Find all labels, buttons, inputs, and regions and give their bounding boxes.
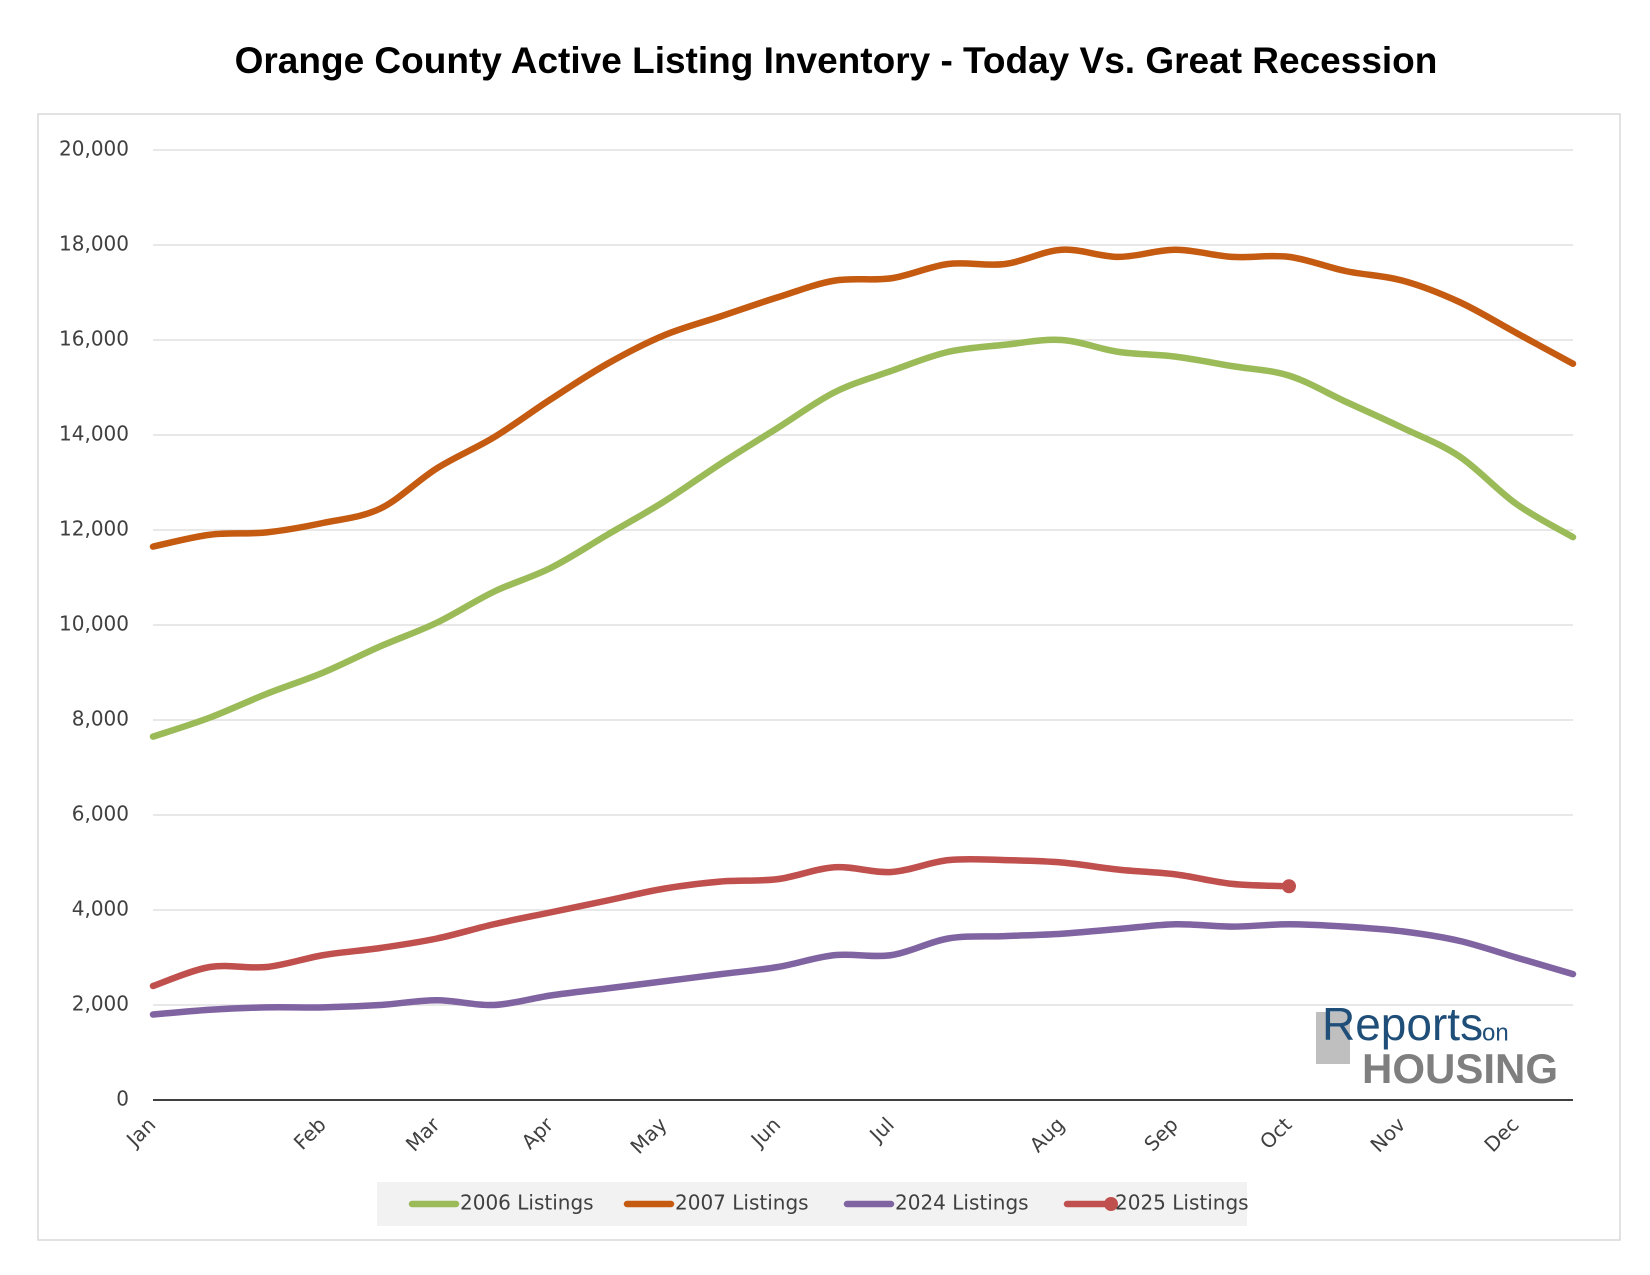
legend-label: 2007 Listings [675,1191,809,1215]
y-tick-label: 2,000 [72,992,129,1016]
end-marker [1282,879,1296,894]
chart-title: Orange County Active Listing Inventory -… [235,40,1438,81]
series-line [149,855,1293,990]
legend-label: 2006 Listings [460,1191,594,1215]
y-tick-label: 6,000 [72,802,129,826]
y-tick-label: 8,000 [72,707,129,731]
series-line [149,336,1577,740]
legend: 2006 Listings 2007 Listings 2024 Listings 2… [377,1182,1249,1226]
y-tick-label: 10,000 [59,612,129,636]
legend-label: 2025 Listings [1115,1191,1249,1215]
y-tick-label: 12,000 [59,517,129,541]
legend-label: 2024 Listings [895,1191,1029,1215]
series-line [149,920,1577,1018]
y-tick-label: 14,000 [59,422,129,446]
logo-text: Reports [1322,998,1483,1050]
y-tick-label: 18,000 [59,232,129,256]
y-tick-label: 16,000 [59,327,129,351]
series-line [149,246,1577,550]
legend-marker [1104,1197,1118,1211]
logo-mark [1316,1012,1350,1064]
y-tick-label: 0 [116,1087,129,1111]
y-tick-label: 20,000 [59,137,129,161]
logo: Reports on HOUSING [1316,998,1558,1092]
chart-frame [37,113,1621,1241]
y-tick-label: 4,000 [72,897,129,921]
logo-text: HOUSING [1362,1045,1558,1092]
logo-text: on [1482,1019,1509,1046]
